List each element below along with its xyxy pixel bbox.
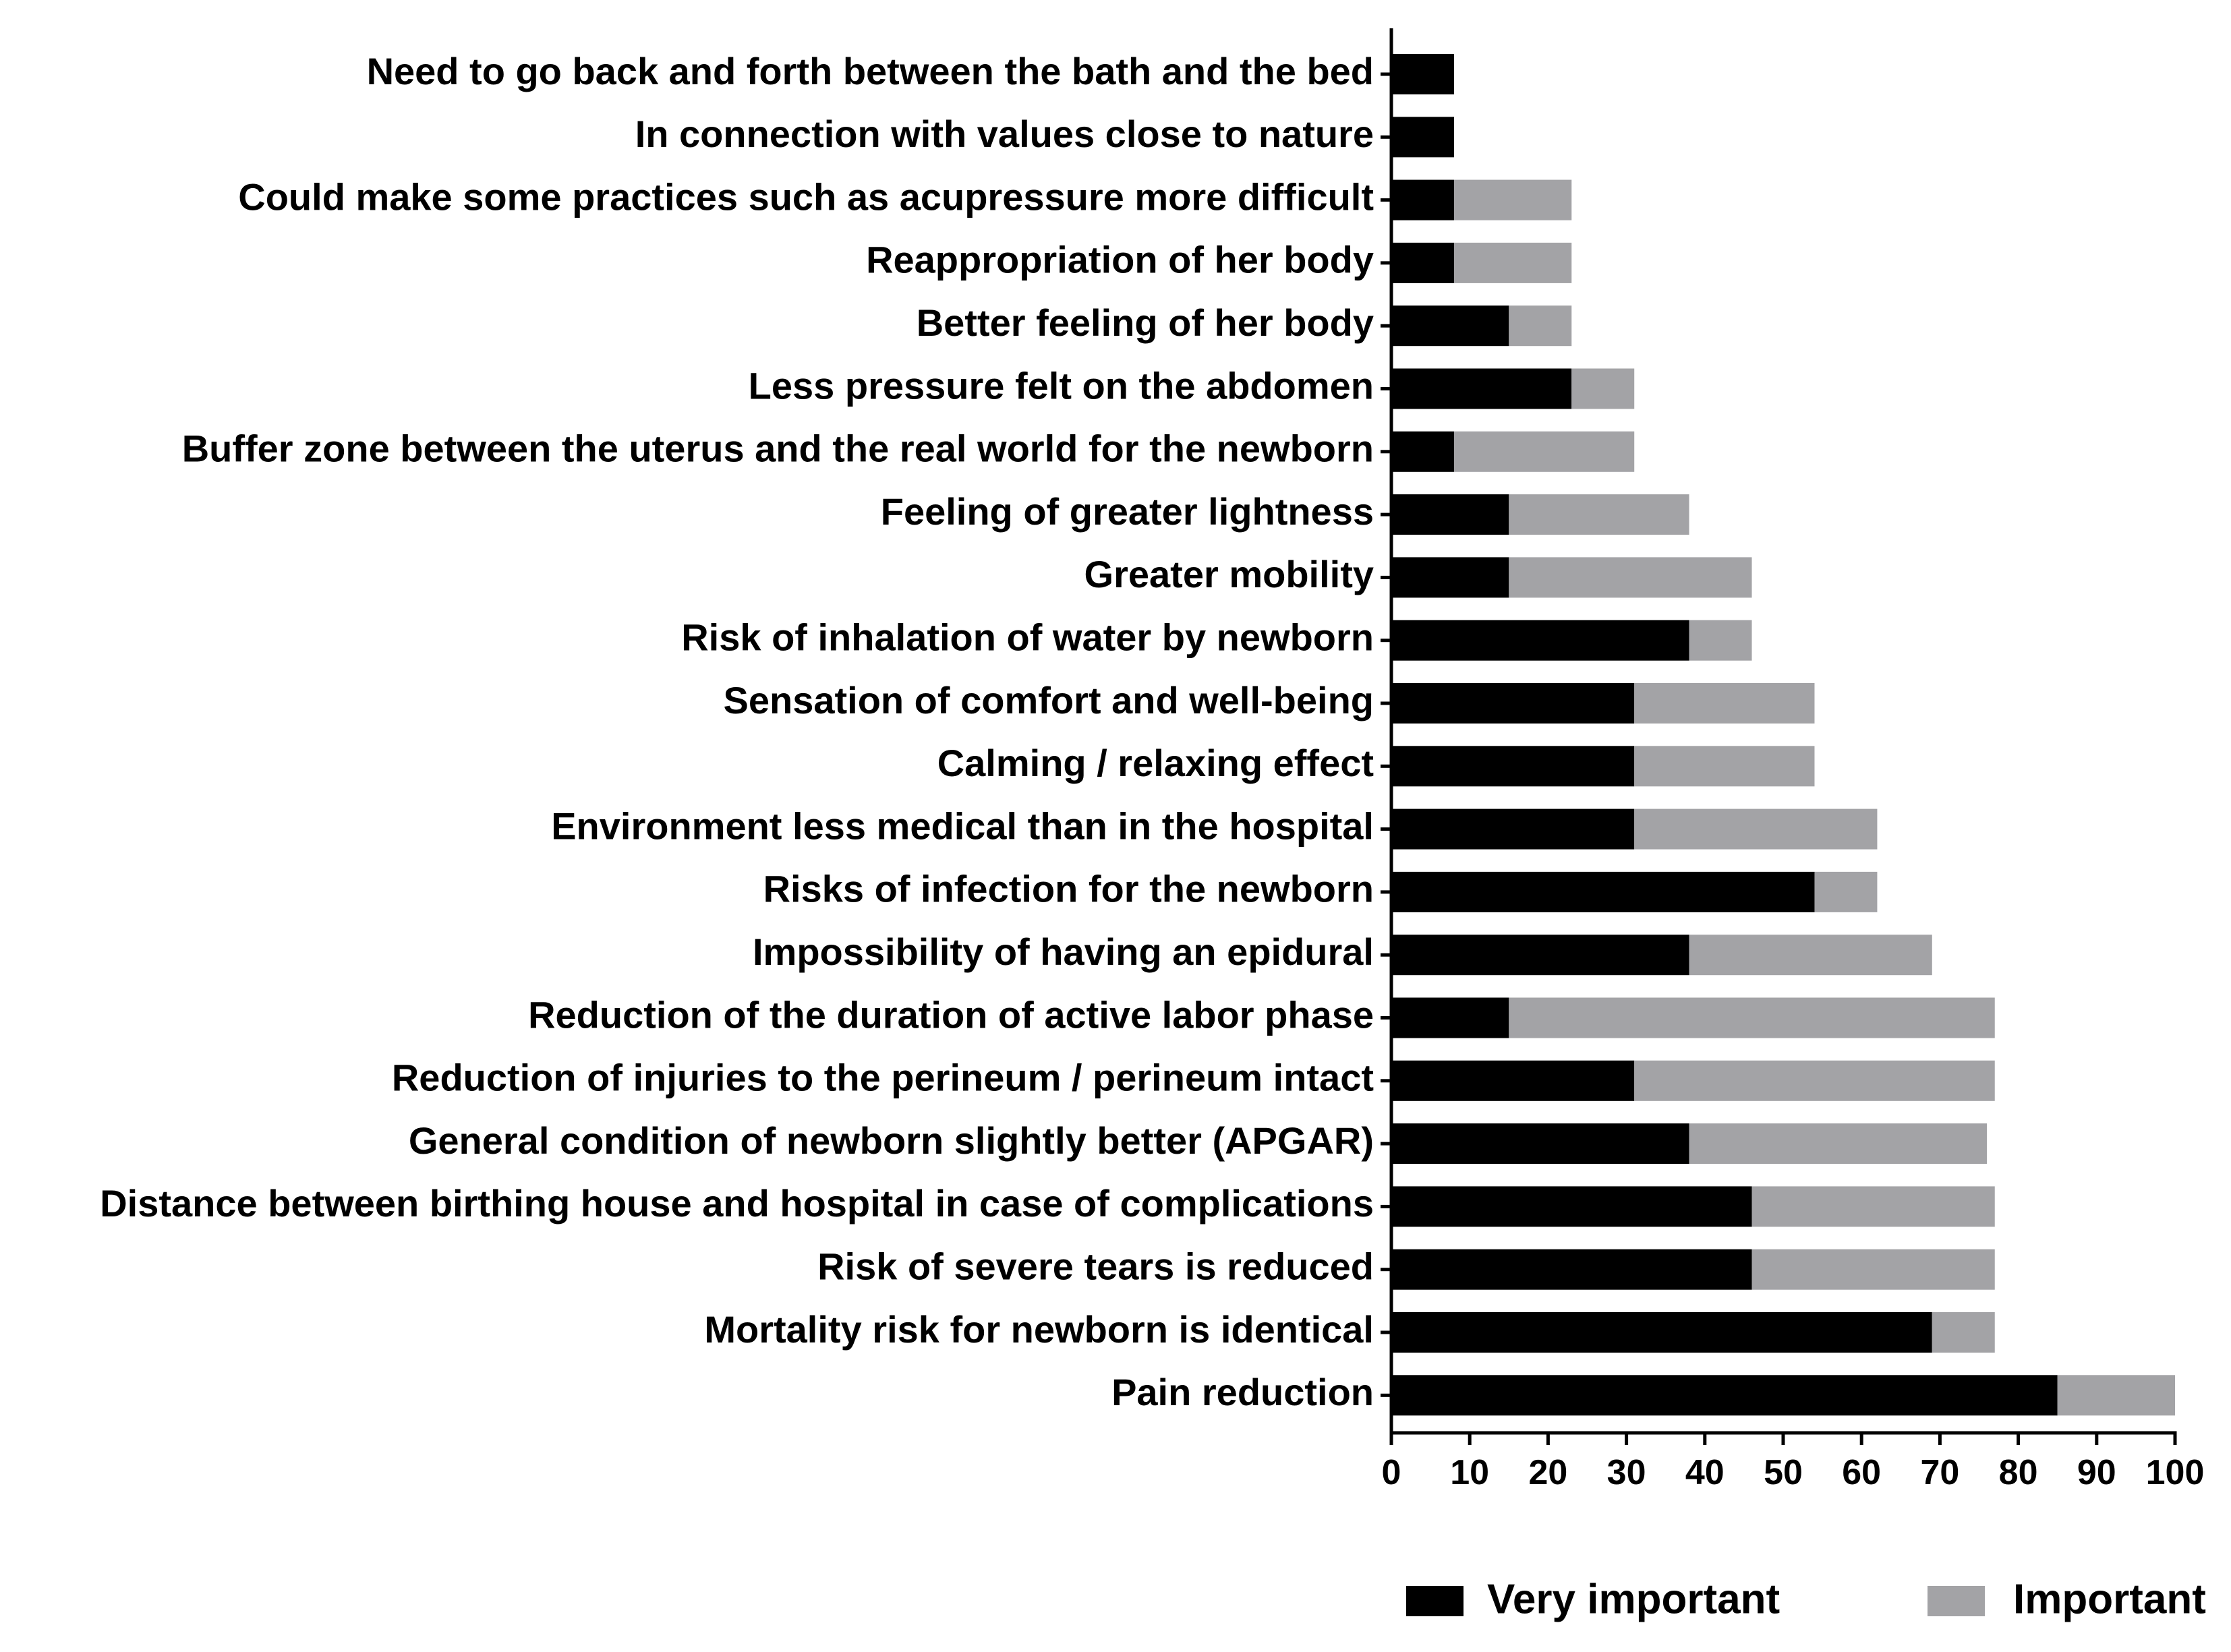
bar-very-important-17 xyxy=(1391,1123,1689,1164)
bar-important-11 xyxy=(1634,746,1815,787)
bar-important-15 xyxy=(1509,997,1995,1038)
category-label: Need to go back and forth between the ba… xyxy=(367,50,1374,92)
bar-important-3 xyxy=(1453,242,1572,283)
bar-very-important-20 xyxy=(1391,1312,1932,1353)
category-label: Less pressure felt on the abdomen xyxy=(749,364,1374,407)
bar-very-important-15 xyxy=(1391,997,1509,1038)
bar-important-9 xyxy=(1689,620,1752,661)
bar-very-important-21 xyxy=(1391,1375,2058,1416)
category-label: Risk of severe tears is reduced xyxy=(817,1245,1374,1287)
axes: 0 10 20 30 40 50 60 70 80 90 100 xyxy=(1381,28,2204,1492)
x-tick-label: 40 xyxy=(1685,1453,1725,1492)
bar-very-important-4 xyxy=(1391,305,1509,347)
bar-important-6 xyxy=(1453,431,1635,472)
x-tick-label: 90 xyxy=(2077,1453,2116,1492)
category-label: Sensation of comfort and well-being xyxy=(724,679,1374,721)
bar-important-18 xyxy=(1751,1186,1995,1227)
x-tick-label: 80 xyxy=(1999,1453,2038,1492)
bar-very-important-16 xyxy=(1391,1060,1635,1101)
bar-very-important-9 xyxy=(1391,620,1689,661)
category-label: In connection with values close to natur… xyxy=(635,113,1374,155)
category-label: Calming / relaxing effect xyxy=(937,742,1374,784)
bar-important-7 xyxy=(1509,494,1689,535)
category-label: Risks of infection for the newborn xyxy=(763,868,1374,910)
bar-very-important-7 xyxy=(1391,494,1509,535)
bars-group xyxy=(1391,54,2175,1416)
bar-important-4 xyxy=(1509,305,1572,347)
bar-important-20 xyxy=(1932,1312,1995,1353)
x-tick-label: 60 xyxy=(1842,1453,1881,1492)
category-label: Buffer zone between the uterus and the r… xyxy=(182,427,1374,470)
category-label: Better feeling of her body xyxy=(917,301,1374,344)
category-label: Reappropriation of her body xyxy=(866,239,1374,281)
category-label: Environment less medical than in the hos… xyxy=(551,804,1374,847)
bar-important-10 xyxy=(1634,683,1815,724)
bar-important-5 xyxy=(1571,368,1635,409)
category-label: Pain reduction xyxy=(1111,1371,1374,1413)
bar-very-important-8 xyxy=(1391,557,1509,598)
legend-label-very-important: Very important xyxy=(1487,1576,1780,1622)
category-label: Greater mobility xyxy=(1084,553,1374,595)
bar-very-important-14 xyxy=(1391,935,1689,976)
bar-very-important-19 xyxy=(1391,1249,1752,1290)
x-tick-label: 70 xyxy=(1920,1453,1959,1492)
category-label: General condition of newborn slightly be… xyxy=(409,1119,1374,1162)
category-label: Reduction of the duration of active labo… xyxy=(528,993,1374,1036)
category-labels: Need to go back and forth between the ba… xyxy=(100,50,1374,1413)
bar-important-16 xyxy=(1634,1060,1995,1101)
x-tick-label: 50 xyxy=(1764,1453,1803,1492)
bar-important-8 xyxy=(1509,557,1752,598)
bar-important-12 xyxy=(1634,808,1878,850)
bar-very-important-11 xyxy=(1391,746,1635,787)
bar-very-important-2 xyxy=(1391,179,1454,220)
bar-important-14 xyxy=(1689,935,1932,976)
category-label: Mortality risk for newborn is identical xyxy=(704,1308,1374,1351)
bar-very-important-0 xyxy=(1391,54,1454,94)
bar-important-17 xyxy=(1689,1123,1988,1164)
bar-very-important-13 xyxy=(1391,871,1815,912)
bar-very-important-3 xyxy=(1391,242,1454,283)
bar-very-important-12 xyxy=(1391,808,1635,850)
x-tick-label: 20 xyxy=(1528,1453,1567,1492)
legend: Very important Important xyxy=(1406,1576,2206,1622)
bar-important-19 xyxy=(1751,1249,1995,1290)
legend-swatch-very-important xyxy=(1406,1586,1464,1616)
x-tick-label: 10 xyxy=(1450,1453,1489,1492)
category-label: Could make some practices such as acupre… xyxy=(238,175,1374,218)
bar-very-important-6 xyxy=(1391,431,1454,472)
legend-swatch-important xyxy=(1928,1586,1985,1616)
bar-important-2 xyxy=(1453,179,1572,220)
category-label: Impossibility of having an epidural xyxy=(753,931,1374,973)
legend-label-important: Important xyxy=(2013,1576,2206,1622)
bar-important-13 xyxy=(1814,871,1878,912)
category-label: Distance between birthing house and hosp… xyxy=(100,1182,1374,1225)
bar-very-important-18 xyxy=(1391,1186,1752,1227)
bar-very-important-1 xyxy=(1391,117,1454,158)
category-label: Feeling of greater lightness xyxy=(881,490,1374,533)
bar-important-21 xyxy=(2057,1375,2175,1416)
bar-very-important-10 xyxy=(1391,683,1635,724)
category-label: Risk of inhalation of water by newborn xyxy=(681,616,1374,658)
category-label: Reduction of injuries to the perineum / … xyxy=(392,1057,1374,1099)
bar-very-important-5 xyxy=(1391,368,1572,409)
x-tick-label: 0 xyxy=(1382,1453,1401,1492)
x-tick-label: 100 xyxy=(2146,1453,2205,1492)
x-tick-label: 30 xyxy=(1607,1453,1646,1492)
